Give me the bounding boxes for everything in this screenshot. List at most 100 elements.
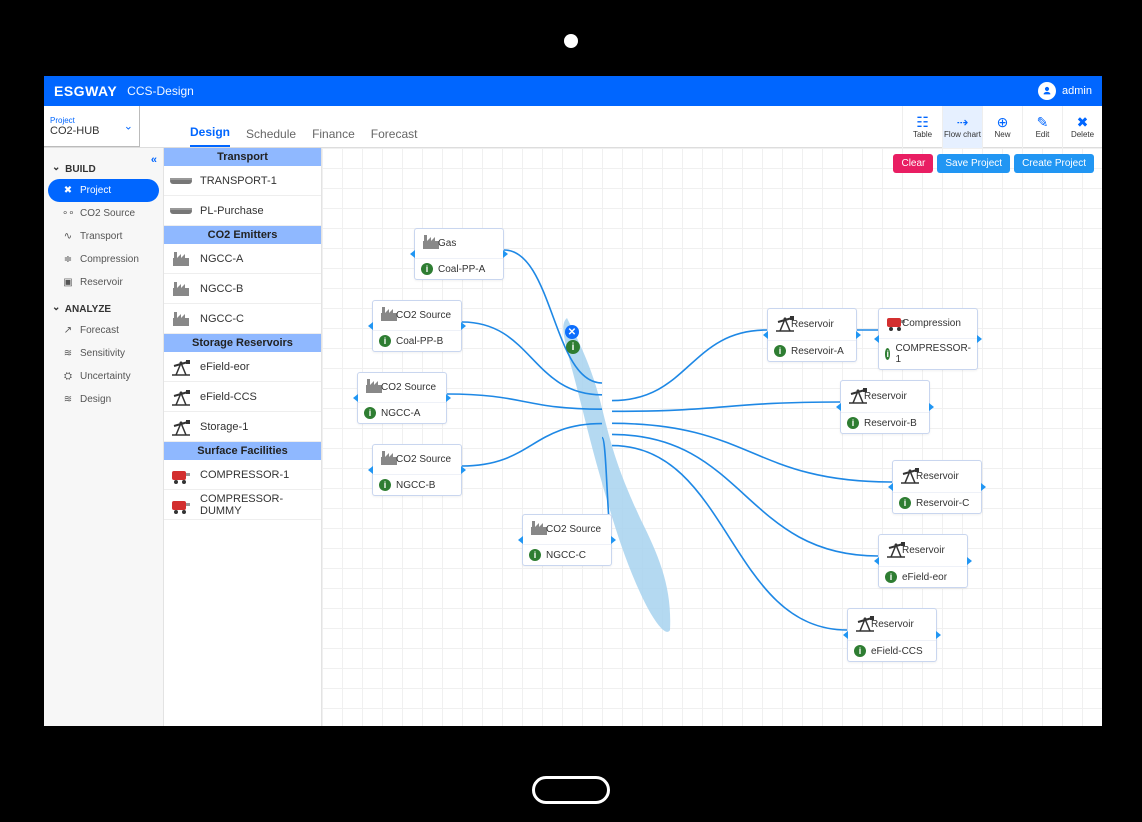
node-subtitle: NGCC-C [546, 550, 586, 561]
tab-schedule[interactable]: Schedule [246, 121, 296, 147]
project-value: CO2-HUB [50, 125, 133, 137]
node-subtitle: NGCC-B [396, 480, 435, 491]
node-title: CO2 Source [546, 524, 601, 535]
nav-item-forecast[interactable]: ↗Forecast [48, 319, 159, 342]
pipe-icon [170, 170, 192, 192]
clear-button[interactable]: Clear [893, 154, 933, 173]
component-palette: TransportTRANSPORT-1PL-PurchaseCO2 Emitt… [164, 148, 322, 726]
tablet-home-button[interactable] [532, 776, 610, 804]
palette-item-storage-1[interactable]: Storage-1 [164, 412, 321, 442]
nav-item-uncertainty[interactable]: ⛭Uncertainty [48, 365, 159, 388]
factory-icon [379, 449, 391, 470]
project-icon: ✖ [62, 185, 74, 196]
node-res-c[interactable]: ReservoiriReservoir-C [892, 460, 982, 514]
toolbar-actions: ☷Table⇢Flow chart⊕New✎Edit✖Delete [902, 106, 1102, 147]
palette-item-pl-purchase[interactable]: PL-Purchase [164, 196, 321, 226]
hub-close-icon[interactable]: ✕ [564, 324, 580, 340]
factory-icon [170, 308, 192, 330]
canvas-buttons: Clear Save Project Create Project [893, 154, 1094, 173]
new-icon: ⊕ [997, 115, 1009, 129]
compression-icon: ≑ [62, 254, 74, 265]
palette-item-ngcc-b[interactable]: NGCC-B [164, 274, 321, 304]
node-comp-1[interactable]: CompressioniCOMPRESSOR-1 [878, 308, 978, 370]
edit-icon: ✎ [1037, 115, 1049, 129]
node-gas[interactable]: GasiCoal-PP-A [414, 228, 504, 280]
collapse-toggle[interactable]: « [151, 154, 157, 166]
pumpjack-icon [170, 356, 192, 378]
nav-item-reservoir[interactable]: ▣Reservoir [48, 271, 159, 294]
node-src-b[interactable]: CO2 SourceiCoal-PP-B [372, 300, 462, 352]
tool-new[interactable]: ⊕New [982, 106, 1022, 148]
node-subtitle: Reservoir-A [791, 346, 844, 357]
transport-icon: ∿ [62, 231, 74, 242]
palette-item-compressor-dummy[interactable]: COMPRESSOR-DUMMY [164, 490, 321, 520]
node-title: Reservoir [864, 391, 907, 402]
node-src-ngccb[interactable]: CO2 SourceiNGCC-B [372, 444, 462, 496]
info-icon: i [847, 417, 859, 429]
user-area[interactable]: admin [1038, 82, 1092, 100]
factory-icon [379, 305, 391, 326]
info-icon: i [899, 497, 911, 509]
save-project-button[interactable]: Save Project [937, 154, 1010, 173]
palette-item-compressor-1[interactable]: COMPRESSOR-1 [164, 460, 321, 490]
nav-section-build[interactable]: BUILD [52, 164, 155, 175]
tool-edit[interactable]: ✎Edit [1022, 106, 1062, 148]
node-subtitle: eField-CCS [871, 646, 923, 657]
palette-item-transport-1[interactable]: TRANSPORT-1 [164, 166, 321, 196]
nav-section-analyze[interactable]: ANALYZE [52, 304, 155, 315]
main-tabs: Design Schedule Finance Forecast [140, 106, 417, 147]
factory-icon [364, 377, 376, 398]
palette-header-co2-emitters: CO2 Emitters [164, 226, 321, 244]
palette-header-transport: Transport [164, 148, 321, 166]
info-icon: i [774, 345, 786, 357]
project-select[interactable]: Project CO2-HUB ⌄ [44, 106, 140, 147]
nav-item-transport[interactable]: ∿Transport [48, 225, 159, 248]
factory-icon [421, 233, 433, 254]
nav-item-project[interactable]: ✖Project [48, 179, 159, 202]
reservoir-icon: ▣ [62, 277, 74, 288]
hub-info-icon[interactable]: i [566, 340, 580, 354]
palette-item-efield-eor[interactable]: eField-eor [164, 352, 321, 382]
compressor-icon [885, 313, 897, 334]
node-res-b[interactable]: Reservoir i Reservoir-B [840, 380, 930, 434]
node-title: CO2 Source [396, 310, 451, 321]
tab-design[interactable]: Design [190, 119, 230, 147]
uncertainty-icon: ⛭ [62, 371, 74, 382]
node-res-a[interactable]: ReservoiriReservoir-A [767, 308, 857, 362]
node-res-eor[interactable]: ReservoirieField-eor [878, 534, 968, 588]
nav-item-design[interactable]: ≋Design [48, 388, 159, 411]
node-src-ngccc[interactable]: CO2 SourceiNGCC-C [522, 514, 612, 566]
tool-flow-chart[interactable]: ⇢Flow chart [942, 106, 982, 148]
user-label: admin [1062, 85, 1092, 97]
node-src-ngcca[interactable]: CO2 SourceiNGCC-A [357, 372, 447, 424]
info-icon: i [885, 348, 890, 360]
pumpjack-icon [899, 465, 911, 488]
nav-item-co2-source[interactable]: ∘∘CO2 Source [48, 202, 159, 225]
project-label: Project [50, 116, 133, 125]
app-title: CCS-Design [127, 84, 194, 98]
avatar-icon [1038, 82, 1056, 100]
compressor-icon [170, 494, 192, 516]
node-res-ccs[interactable]: ReservoirieField-CCS [847, 608, 937, 662]
flow-canvas[interactable]: ✕ i Clear Save Project Create Project Ga… [322, 148, 1102, 726]
nav-item-compression[interactable]: ≑Compression [48, 248, 159, 271]
node-title: CO2 Source [381, 382, 436, 393]
factory-icon [170, 248, 192, 270]
tool-table[interactable]: ☷Table [902, 106, 942, 148]
info-icon: i [421, 263, 433, 275]
palette-item-ngcc-c[interactable]: NGCC-C [164, 304, 321, 334]
pumpjack-icon [774, 313, 786, 336]
palette-item-ngcc-a[interactable]: NGCC-A [164, 244, 321, 274]
node-title: Reservoir [916, 471, 959, 482]
node-subtitle: eField-eor [902, 572, 947, 583]
brand-logo: ESGWAY [54, 83, 117, 99]
nav-item-sensitivity[interactable]: ≋Sensitivity [48, 342, 159, 365]
tab-finance[interactable]: Finance [312, 121, 355, 147]
tool-delete[interactable]: ✖Delete [1062, 106, 1102, 148]
compressor-icon [170, 464, 192, 486]
node-subtitle: Reservoir-B [864, 418, 917, 429]
tab-forecast[interactable]: Forecast [371, 121, 418, 147]
palette-item-efield-ccs[interactable]: eField-CCS [164, 382, 321, 412]
chevron-down-icon: ⌄ [124, 120, 133, 133]
create-project-button[interactable]: Create Project [1014, 154, 1094, 173]
